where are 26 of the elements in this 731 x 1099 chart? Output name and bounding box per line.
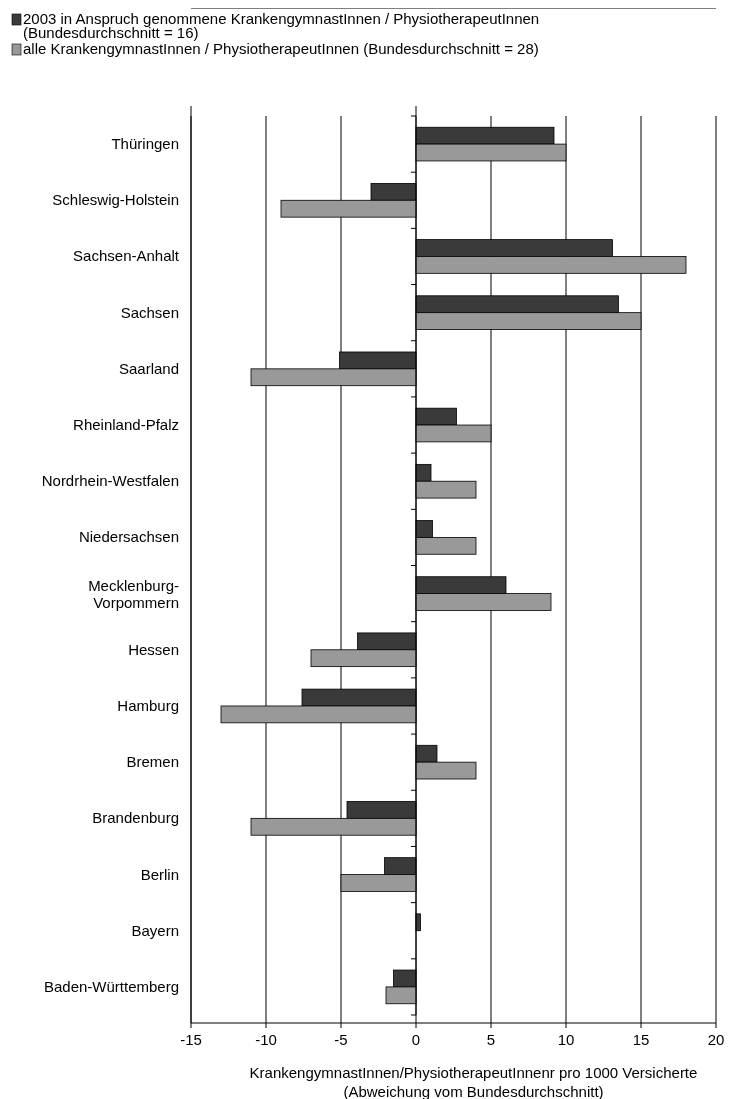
legend-label: 2003 in Anspruch genommene KrankengymnastInnen / PhysiotherapeutInnen (Bundesdurchschnitt = 16) [23, 10, 540, 41]
y-tick-label: Brandenburg [92, 809, 179, 827]
y-tick-label: Rheinland-Pfalz [73, 416, 179, 434]
y-tick-label: Bayern [131, 921, 179, 939]
y-tick-label: Hessen [128, 640, 179, 658]
x-tick-label: -5 [334, 1031, 348, 1048]
y-tick-label: Niedersachsen [78, 528, 179, 546]
x-tick-label: -15 [180, 1031, 202, 1048]
x-tick-label: 10 [557, 1031, 575, 1048]
y-tick-label: Sachsen-Anhalt [73, 247, 180, 265]
x-tick-label: 0 [411, 1031, 421, 1048]
y-tick-label: Berlin [140, 865, 179, 883]
x-tick-label: 15 [632, 1031, 650, 1048]
y-tick-label: Nordrhein-Westfalen [41, 472, 179, 490]
y-tick-label: Bremen [126, 753, 179, 771]
x-tick-label: 5 [486, 1031, 496, 1048]
y-tick-label: Thüringen [111, 135, 179, 153]
y-tick-label: Mecklenburg-Vorpommern [88, 576, 179, 611]
y-tick-label: Saarland [118, 359, 179, 377]
y-tick-label: Baden-Württemberg [43, 977, 179, 995]
y-tick-label: Schleswig-Holstein [52, 191, 179, 209]
x-tick-label: -10 [255, 1031, 277, 1048]
legend-label: alle KrankengymnastInnen / PhysiotherapeutInnen (Bundesdurchschnitt = 28) [23, 40, 539, 57]
y-tick-label: Sachsen [120, 303, 179, 321]
x-tick-label: 20 [707, 1031, 725, 1048]
y-tick-label: Hamburg [117, 696, 179, 714]
